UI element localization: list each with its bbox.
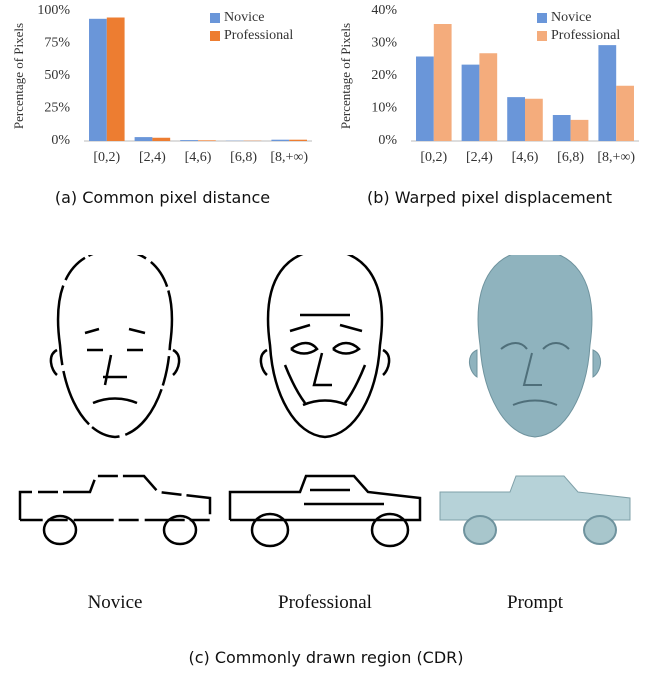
x-tick-label: [8,+∞) xyxy=(597,150,635,165)
bar xyxy=(271,140,289,141)
x-tick-label: [0,2) xyxy=(93,150,120,165)
bar xyxy=(598,45,616,141)
bar xyxy=(107,18,125,142)
bar xyxy=(152,138,170,141)
panel-label: Prompt xyxy=(435,592,635,614)
x-tick-label: [2,4) xyxy=(139,150,166,165)
bar xyxy=(289,140,307,141)
bar xyxy=(507,97,525,141)
bar xyxy=(462,65,480,141)
y-tick-label: 0% xyxy=(378,133,397,148)
bar xyxy=(616,86,634,141)
x-tick-label: [4,6) xyxy=(512,150,539,165)
bar xyxy=(479,53,497,141)
bar xyxy=(571,120,589,141)
figure-caption: (c) Commonly drawn region (CDR) xyxy=(0,648,652,667)
y-tick-label: 0% xyxy=(51,133,70,148)
chart-caption: (b) Warped pixel displacement xyxy=(327,188,652,207)
x-tick-label: [6,8) xyxy=(230,150,257,165)
y-axis-label: Percentage of Pixels xyxy=(338,23,353,129)
bar xyxy=(525,99,543,141)
y-tick-label: 40% xyxy=(371,3,397,18)
y-axis-label: Percentage of Pixels xyxy=(11,23,26,129)
legend-swatch xyxy=(537,31,547,41)
professional-face xyxy=(261,255,389,437)
legend-label: Professional xyxy=(224,28,293,43)
y-tick-label: 20% xyxy=(371,68,397,83)
bar xyxy=(89,19,107,141)
legend-label: Professional xyxy=(551,28,620,43)
y-tick-label: 30% xyxy=(371,36,397,51)
prompt-face xyxy=(469,255,600,437)
y-tick-label: 100% xyxy=(37,3,70,18)
x-tick-label: [8,+∞) xyxy=(270,150,308,165)
bar xyxy=(135,137,153,141)
legend-swatch xyxy=(210,13,220,23)
bar xyxy=(416,57,434,142)
illustrations xyxy=(0,255,652,575)
bar xyxy=(553,115,571,141)
y-tick-label: 50% xyxy=(44,68,70,83)
legend-swatch xyxy=(210,31,220,41)
page: Percentage of Pixels 0% 25% 50% 75% 100% [0,2)… xyxy=(0,0,652,675)
bar xyxy=(180,140,198,141)
prompt-truck xyxy=(440,476,630,544)
legend-swatch xyxy=(537,13,547,23)
novice-face xyxy=(51,255,179,437)
chart-caption: (a) Common pixel distance xyxy=(0,188,325,207)
bar xyxy=(198,140,216,141)
legend-label: Novice xyxy=(551,10,591,25)
x-tick-label: [4,6) xyxy=(185,150,212,165)
y-tick-label: 75% xyxy=(44,36,70,51)
chart: Percentage of Pixels 0% 10% 20% 30% 40% [0,2) [… xyxy=(327,0,652,175)
y-tick-label: 10% xyxy=(371,101,397,116)
novice-truck xyxy=(20,476,210,544)
panel-label: Novice xyxy=(15,592,215,614)
legend-label: Novice xyxy=(224,10,264,25)
chart: Percentage of Pixels 0% 25% 50% 75% 100% [0,2)… xyxy=(0,0,325,175)
x-tick-label: [2,4) xyxy=(466,150,493,165)
panel-label: Professional xyxy=(225,592,425,614)
bar xyxy=(434,24,452,141)
y-tick-label: 25% xyxy=(44,101,70,116)
x-tick-label: [6,8) xyxy=(557,150,584,165)
professional-truck xyxy=(230,476,420,546)
x-tick-label: [0,2) xyxy=(420,150,447,165)
